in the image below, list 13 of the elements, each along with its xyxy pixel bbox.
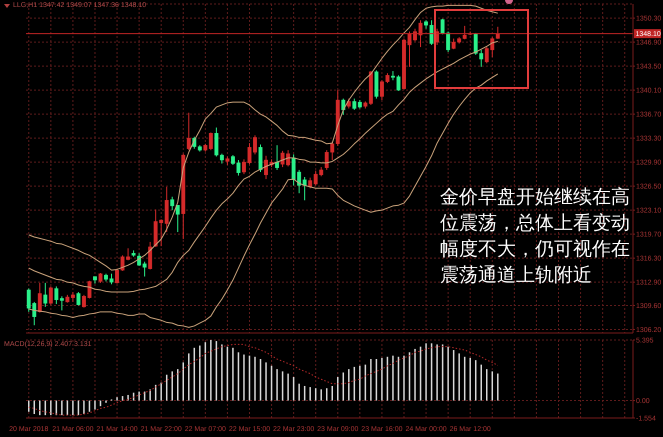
annotation: 金价早盘开始继续在高位震荡，总体上看变动幅度不大，仍可视作在震荡通道上轨附近 xyxy=(440,185,631,288)
candlestick xyxy=(275,144,280,170)
candlestick xyxy=(346,98,351,109)
candlestick xyxy=(186,112,191,151)
candlestick xyxy=(341,98,346,116)
candlestick xyxy=(148,241,152,270)
candlestick xyxy=(48,286,53,306)
candlestick xyxy=(98,272,102,284)
candlestick xyxy=(38,282,42,314)
candlestick xyxy=(76,292,80,306)
candlestick xyxy=(258,144,262,173)
line-series xyxy=(28,73,498,328)
candlestick xyxy=(43,282,48,308)
